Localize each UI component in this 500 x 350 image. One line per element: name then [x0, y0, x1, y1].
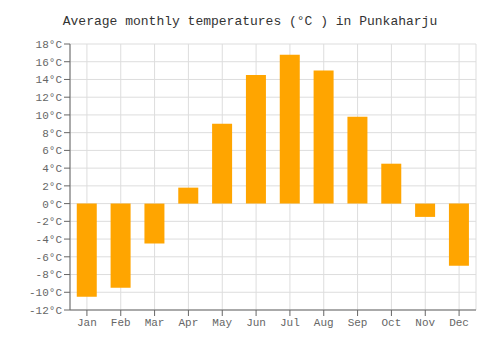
svg-text:6°C: 6°C — [42, 145, 62, 157]
svg-text:Sep: Sep — [348, 317, 368, 329]
svg-text:12°C: 12°C — [36, 92, 63, 104]
svg-text:0°C: 0°C — [42, 199, 62, 211]
svg-text:Oct: Oct — [382, 317, 402, 329]
svg-text:8°C: 8°C — [42, 128, 62, 140]
svg-text:-12°C: -12°C — [29, 305, 62, 317]
svg-text:Aug: Aug — [314, 317, 334, 329]
svg-text:2°C: 2°C — [42, 181, 62, 193]
svg-text:-2°C: -2°C — [36, 216, 63, 228]
svg-text:-6°C: -6°C — [36, 252, 63, 264]
svg-text:16°C: 16°C — [36, 57, 63, 69]
svg-text:-10°C: -10°C — [29, 287, 62, 299]
svg-text:Jan: Jan — [77, 317, 97, 329]
svg-text:Dec: Dec — [449, 317, 469, 329]
svg-text:Jul: Jul — [280, 317, 300, 329]
svg-text:Mar: Mar — [145, 317, 165, 329]
svg-text:May: May — [212, 317, 232, 329]
svg-text:4°C: 4°C — [42, 163, 62, 175]
svg-text:Feb: Feb — [111, 317, 131, 329]
svg-text:-8°C: -8°C — [36, 269, 63, 281]
svg-text:10°C: 10°C — [36, 110, 63, 122]
svg-text:-4°C: -4°C — [36, 234, 63, 246]
svg-text:Jun: Jun — [246, 317, 266, 329]
svg-text:Nov: Nov — [415, 317, 435, 329]
svg-text:18°C: 18°C — [36, 39, 63, 51]
svg-text:Apr: Apr — [179, 317, 199, 329]
html-text:Average monthly temperatures (: Average monthly temperatures (°C ) in Pu… — [62, 14, 438, 29]
svg-text:14°C: 14°C — [36, 74, 63, 86]
